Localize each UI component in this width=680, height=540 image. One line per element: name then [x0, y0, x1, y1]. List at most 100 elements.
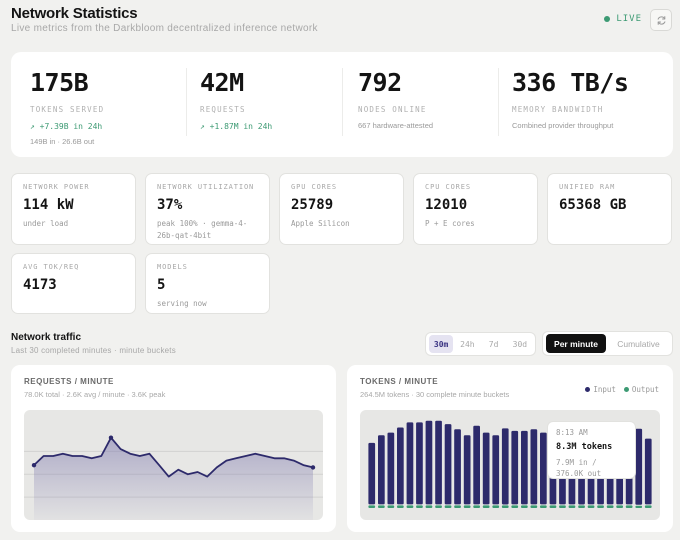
metric-cpu-cores: CPU CORES 12010 P + E cores	[413, 173, 538, 245]
tokens-input-bar	[492, 435, 500, 505]
chart-subtitle: 78.0K total · 2.6K avg / minute · 3.6K p…	[24, 390, 166, 399]
range-30d-button[interactable]: 30d	[512, 339, 528, 349]
tokens-output-bar	[444, 505, 452, 508]
tokens-output-bar	[540, 505, 547, 508]
tokens-input-bar	[644, 438, 652, 505]
requests-chart-card: REQUESTS / MINUTE 78.0K total · 2.6K avg…	[11, 365, 336, 532]
tokens-input-bar	[435, 420, 442, 505]
metric-value: 5	[157, 277, 166, 293]
metric-sub: serving now	[157, 299, 207, 308]
stat-label: MEMORY BANDWIDTH	[512, 105, 604, 114]
stat-value: 175B	[30, 68, 89, 97]
stat-divider	[498, 68, 499, 136]
requests-point	[108, 435, 114, 440]
tokens-input-bar	[454, 429, 461, 505]
metric-sub: peak 100% · gemma-4-26b-qat-4bit	[157, 219, 248, 240]
range-7d-button[interactable]: 7d	[488, 339, 499, 349]
tooltip-tokens: 8.3M tokens	[556, 442, 613, 452]
legend-input-swatch	[585, 387, 591, 392]
live-dot-icon	[604, 16, 611, 22]
tokens-output-bar	[616, 505, 623, 508]
metric-label: MODELS	[157, 263, 188, 271]
tokens-input-bar	[416, 422, 423, 505]
tokens-output-bar	[368, 505, 376, 508]
tokens-input-bar	[540, 432, 547, 505]
requests-area	[34, 437, 313, 520]
tokens-output-bar	[473, 505, 480, 508]
stat-divider	[186, 68, 187, 136]
tokens-output-bar	[406, 505, 414, 508]
tokens-output-bar	[501, 505, 509, 508]
tokens-output-bar	[492, 505, 500, 508]
tokens-output-bar	[644, 505, 652, 508]
stat-memory-bandwidth: 336 TB/s MEMORY BANDWIDTH Combined provi…	[512, 68, 629, 140]
tokens-output-bar	[625, 505, 633, 508]
tokens-input-bar	[425, 420, 433, 505]
tokens-input-bar	[397, 427, 404, 505]
stat-delta: ↗ +1.87M in 24h	[200, 122, 273, 131]
per-minute-button[interactable]: Per minute	[546, 334, 607, 353]
requests-point	[31, 462, 37, 468]
legend-input-label: Input	[593, 385, 616, 394]
tooltip-breakdown-in: 7.9M in /	[556, 458, 597, 467]
metric-label: CPU CORES	[425, 183, 472, 191]
tokens-chart-card: TOKENS / MINUTE 264.5M tokens · 30 compl…	[347, 365, 673, 532]
stat-value: 336 TB/s	[512, 68, 629, 97]
time-range-selector: 30m 24h 7d 30d	[425, 332, 536, 356]
metric-sub: P + E cores	[425, 219, 475, 228]
tokens-output-bar	[587, 505, 595, 508]
tokens-input-bar	[501, 428, 509, 505]
metric-value: 37%	[157, 197, 183, 213]
tokens-input-bar	[473, 425, 480, 505]
legend-output-swatch	[623, 387, 629, 392]
requests-plot-area	[24, 410, 323, 520]
tokens-input-bar	[368, 442, 376, 505]
chart-subtitle: 264.5M tokens · 30 complete minute bucke…	[360, 390, 510, 399]
stat-nodes-online: 792 NODES ONLINE 667 hardware-attested	[358, 68, 433, 140]
tokens-input-bar	[530, 429, 538, 505]
chart-title: REQUESTS / MINUTE	[24, 377, 114, 386]
cumulative-button[interactable]: Cumulative	[617, 338, 660, 349]
stat-value: 42M	[200, 68, 244, 97]
chart-legend: Input Output	[585, 385, 659, 394]
tooltip-time: 8:13 AM	[556, 428, 588, 437]
tokens-output-bar	[549, 505, 557, 508]
refresh-icon	[657, 15, 665, 25]
metric-network-utilization: NETWORK UTILIZATION 37% peak 100% · gemm…	[145, 173, 270, 245]
requests-area-chart	[24, 435, 323, 520]
tokens-input-bar	[444, 424, 452, 505]
stat-label: REQUESTS	[200, 105, 246, 114]
page-subtitle: Live metrics from the Darkbloom decentra…	[11, 23, 318, 34]
tokens-input-bar	[463, 435, 471, 505]
tokens-input-bar	[387, 432, 395, 505]
tokens-output-bar	[425, 505, 433, 508]
range-24h-button[interactable]: 24h	[460, 339, 475, 349]
tokens-output-bar	[435, 505, 442, 508]
tokens-output-bar	[463, 505, 471, 508]
chart-title: TOKENS / MINUTE	[360, 377, 439, 386]
aggregation-mode-selector: Per minute Cumulative	[542, 331, 673, 356]
range-30m-button[interactable]: 30m	[429, 335, 454, 353]
metric-value: 4173	[23, 277, 57, 293]
tokens-output-bar	[559, 505, 566, 508]
tokens-output-bar	[378, 505, 385, 508]
summary-stats-card: 175B TOKENS SERVED ↗ +7.39B in 24h 149B …	[11, 52, 673, 157]
metric-avg-tok-req: AVG TOK/REQ 4173	[11, 253, 136, 314]
metric-value: 25789	[291, 197, 334, 213]
metric-gpu-cores: GPU CORES 25789 Apple Silicon	[279, 173, 404, 245]
tokens-output-bar	[511, 505, 519, 508]
tokens-input-bar	[635, 428, 643, 505]
metric-label: GPU CORES	[291, 183, 338, 191]
metric-sub: Apple Silicon	[291, 219, 350, 228]
live-label: LIVE	[616, 14, 642, 24]
tokens-output-bar	[597, 505, 604, 508]
legend-output: Output	[623, 385, 659, 394]
requests-line	[33, 436, 314, 478]
stat-sub: 667 hardware-attested	[358, 121, 434, 130]
tokens-input-bar	[378, 435, 385, 505]
tokens-output-bar	[454, 505, 461, 508]
metric-label: NETWORK POWER	[23, 183, 90, 191]
live-indicator: LIVE	[604, 14, 642, 24]
stat-sub: 149B in · 26.6B out	[30, 137, 95, 146]
refresh-button[interactable]	[650, 9, 672, 31]
